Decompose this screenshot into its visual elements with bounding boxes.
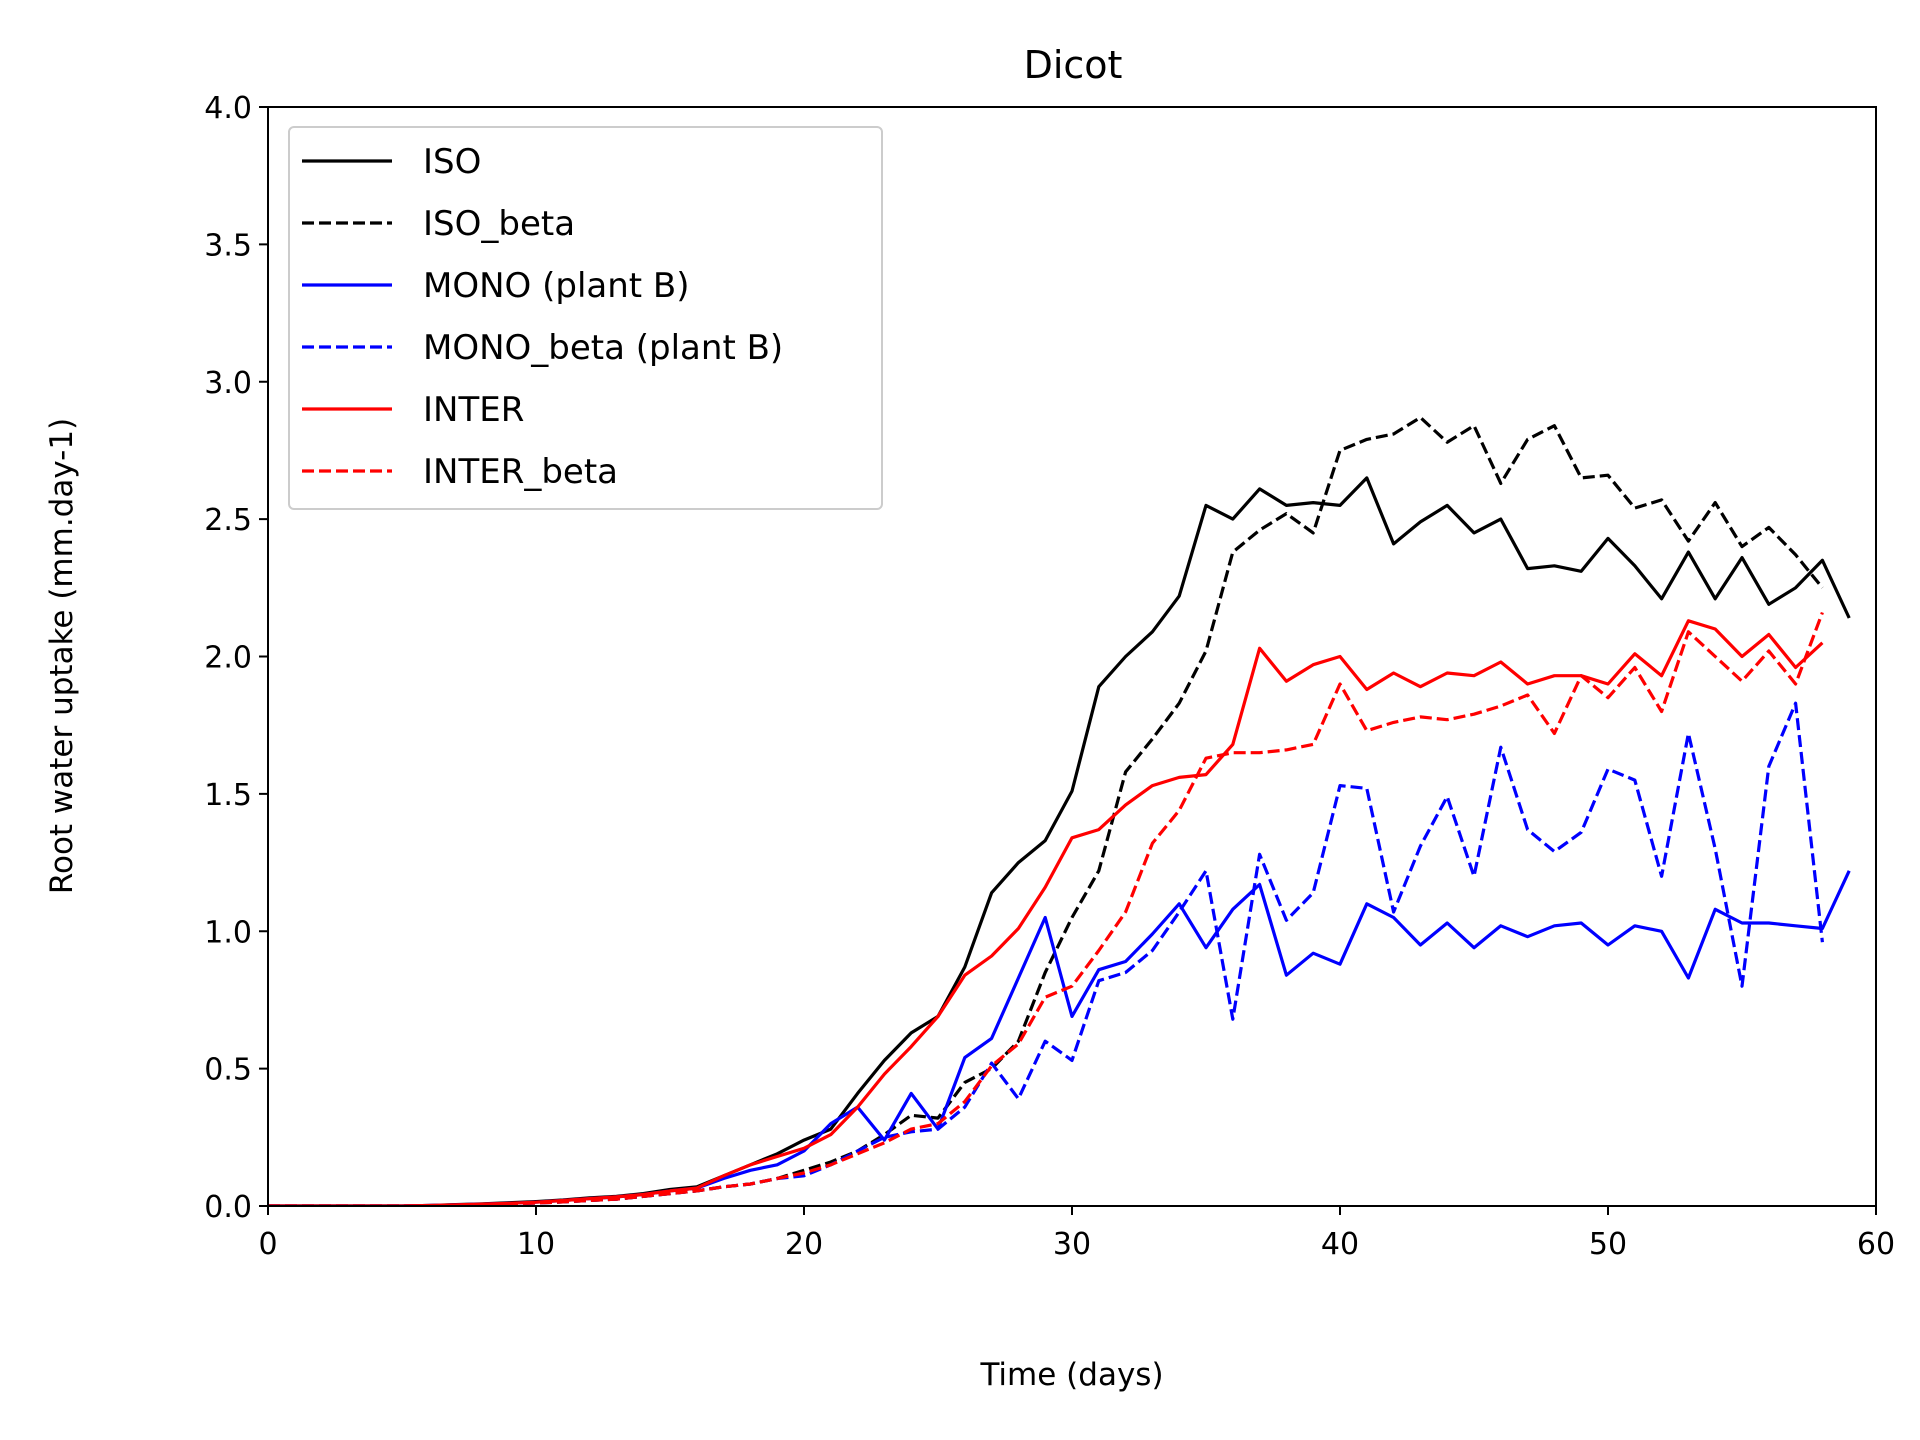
x-tick-label: 0 [258,1227,277,1262]
x-tick-label: 50 [1589,1227,1627,1262]
y-tick-label: 1.0 [204,915,252,950]
chart-title: Dicot [1024,43,1123,87]
x-tick-label: 40 [1321,1227,1359,1262]
legend-box [288,126,883,510]
series-lines [268,415,1851,1206]
y-axis-label: Root water uptake (mm.day-1) [44,418,80,894]
y-tick-label: 2.0 [204,641,252,676]
y-tick-label: 3.0 [204,366,252,401]
legend-label: INTER [423,390,524,430]
y-tick-label: 2.5 [204,503,252,538]
x-axis-ticks: 0 10 20 30 40 50 60 [258,1206,1895,1262]
legend-label: MONO (plant B) [423,266,690,306]
plot-area [268,415,1851,1206]
y-tick-label: 3.5 [204,228,252,263]
series-line-inter-beta [268,611,1824,1206]
y-tick-label: 1.5 [204,778,252,813]
plot-frame [267,106,1877,1207]
y-axis-ticks: 0.0 0.5 1.0 1.5 2.0 2.5 3.0 3.5 4.0 [204,91,268,1225]
legend-label: MONO_beta (plant B) [423,328,783,368]
x-tick-label: 10 [517,1227,555,1262]
legend: ISO ISO_beta MONO (plant B) MONO_beta (plan… [288,126,883,510]
x-tick-label: 60 [1857,1227,1895,1262]
legend-label: ISO [423,142,481,182]
y-tick-label: 0.5 [204,1053,252,1088]
x-tick-label: 30 [1053,1227,1091,1262]
x-axis-label: Time (days) [979,1357,1163,1393]
x-tick-label: 20 [785,1227,823,1262]
legend-label: ISO_beta [423,204,575,244]
y-tick-label: 0.0 [204,1190,252,1225]
y-tick-label: 4.0 [204,91,252,126]
legend-label: INTER_beta [423,452,618,492]
